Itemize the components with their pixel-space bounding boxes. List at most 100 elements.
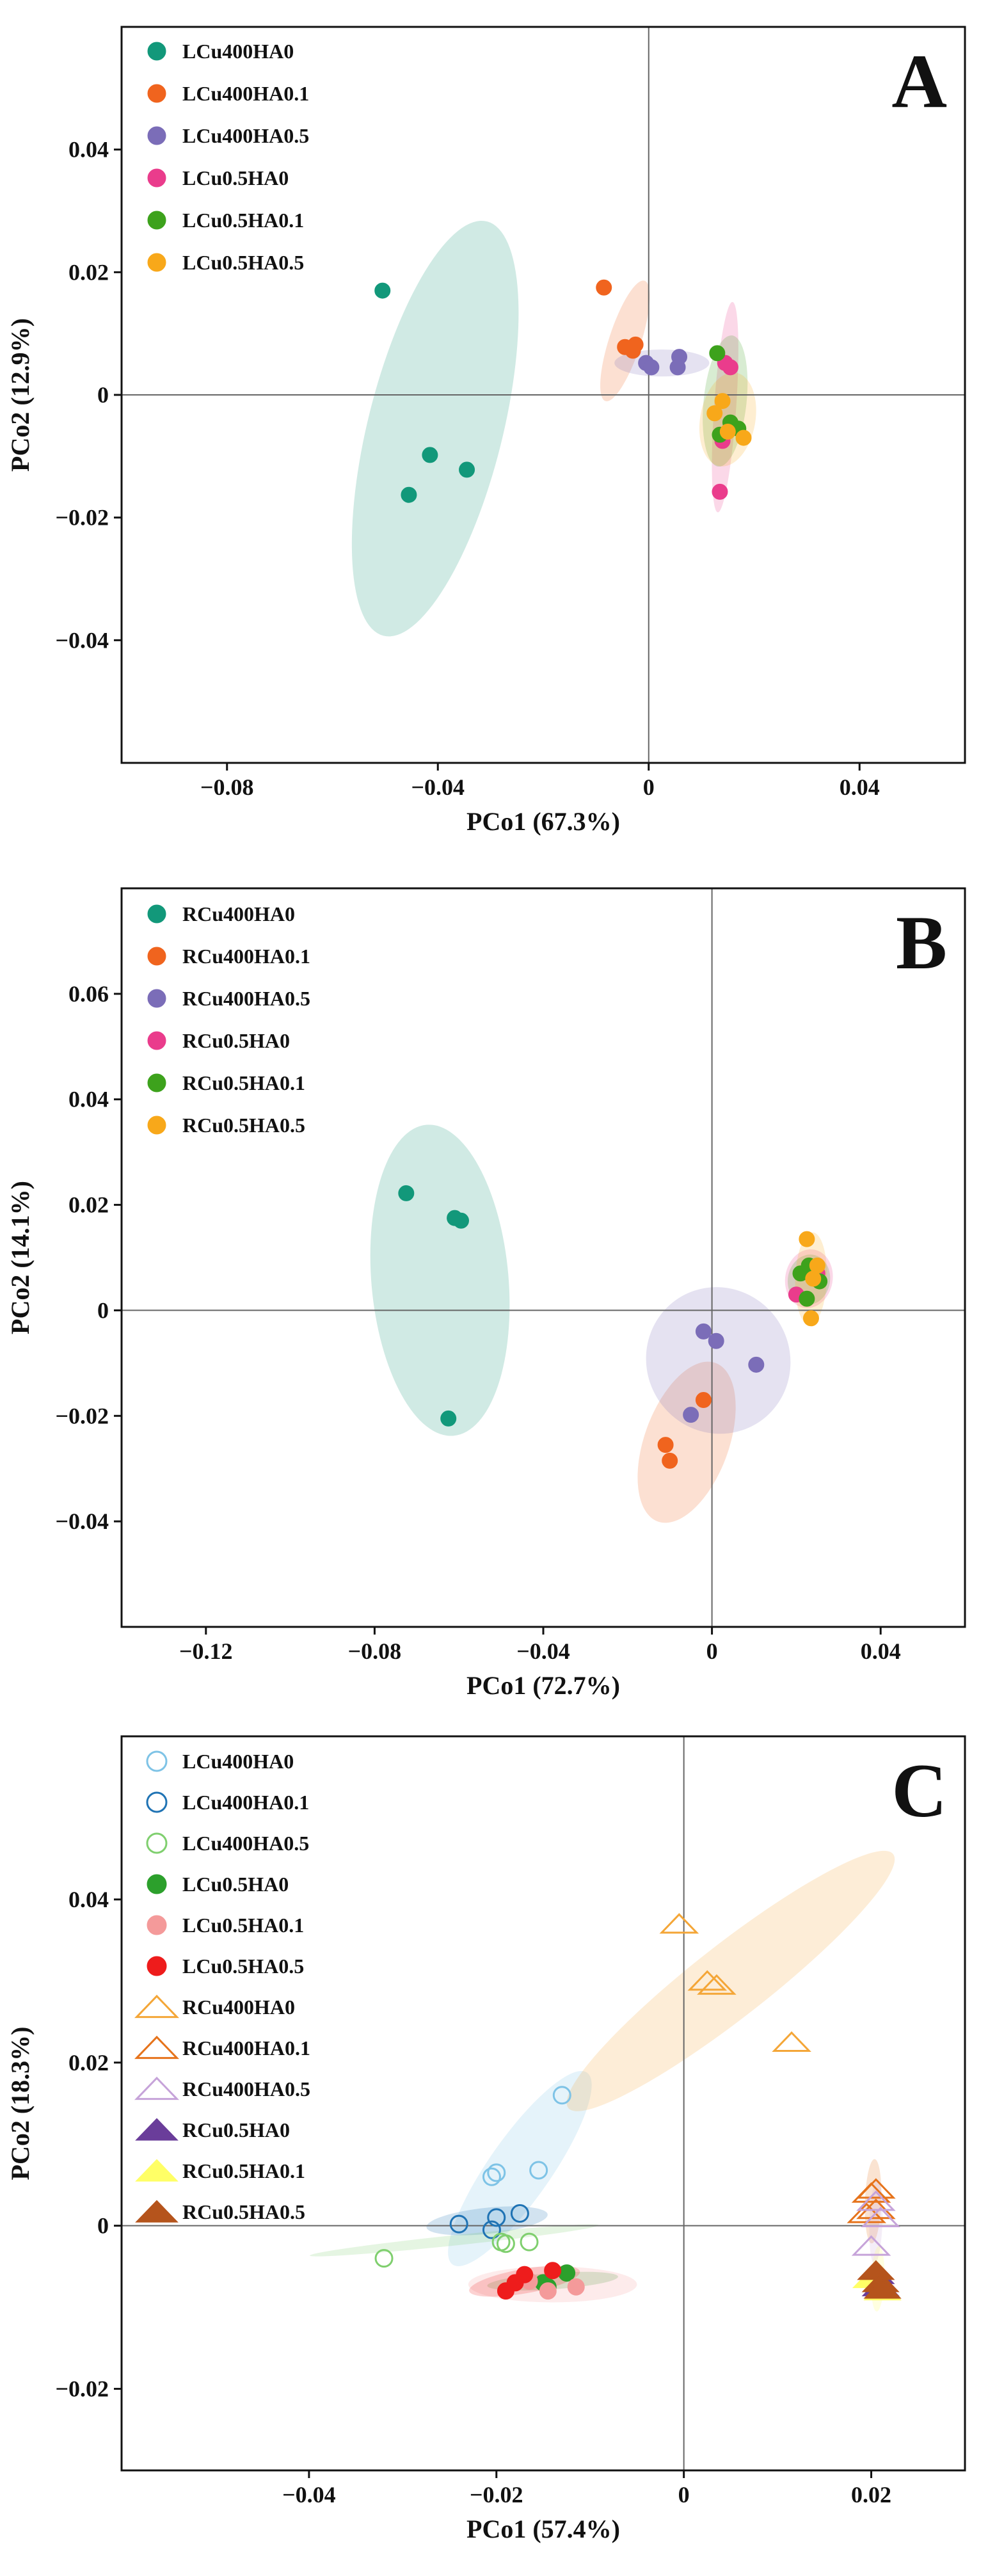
point-RCu400HA0.5 <box>695 1323 712 1340</box>
legend-label: RCu0.5HA0.1 <box>182 2159 305 2182</box>
legend-item: LCu0.5HA0 <box>147 166 289 189</box>
point-RCu400HA0.5 <box>683 1407 699 1423</box>
legend-marker-RCu400HA0.5 <box>147 989 166 1008</box>
y-tick-label: −0.04 <box>55 1508 109 1534</box>
legend-marker-RCu0.5HA0.1 <box>135 2159 179 2182</box>
ellipse-RCu400HA0.5 <box>646 1287 791 1434</box>
legend-marker-RCu400HA0 <box>147 904 166 924</box>
point-LCu400HA0.5 <box>496 2234 515 2253</box>
point-RCu0.5HA0.5 <box>802 1310 819 1327</box>
legend-label: LCu400HA0.5 <box>182 1832 309 1855</box>
point-RCu400HA0.5 <box>861 2206 901 2228</box>
y-tick-label: 0 <box>97 2213 109 2239</box>
legend-label: LCu400HA0.1 <box>182 82 309 105</box>
legend-marker-RCu400HA0.5 <box>134 2076 180 2100</box>
legend-item: RCu400HA0 <box>147 902 295 925</box>
point-LCu0.5HA0 <box>712 483 728 500</box>
panel-c: −0.04 −0.02 0 0.02 −0.02 0 0.02 0.04 PCo1 (57.4%… <box>6 1735 966 2543</box>
legend-marker-RCu0.5HA0.5 <box>147 1116 166 1135</box>
point-LCu400HA0.1 <box>449 2214 468 2234</box>
y-axis-label: PCo2 (14.1%) <box>6 1181 35 1334</box>
legend-item: LCu0.5HA0.5 <box>147 1955 304 1978</box>
point-RCu400HA0 <box>687 1970 728 1991</box>
point-LCu0.5HA0.5 <box>714 393 731 410</box>
legend-item: LCu0.5HA0.5 <box>147 251 304 274</box>
legend-label: RCu400HA0.1 <box>182 2036 310 2060</box>
legend-marker-LCu0.5HA0 <box>147 1874 167 1894</box>
legend-label: LCu0.5HA0.5 <box>182 251 304 274</box>
legend-marker-LCu400HA0 <box>147 42 166 61</box>
legend-item: LCu400HA0.1 <box>146 1791 309 1814</box>
legend-item: LCu400HA0 <box>147 40 294 63</box>
legend-item: RCu0.5HA0.5 <box>135 2200 305 2223</box>
point-RCu400HA0 <box>772 2031 811 2052</box>
point-LCu400HA0 <box>487 2163 506 2182</box>
legend-label: LCu0.5HA0 <box>182 1873 289 1896</box>
legend-marker-LCu0.5HA0.5 <box>147 1956 167 1976</box>
point-LCu0.5HA0.5 <box>719 424 736 440</box>
ellipse-LCu400HA0 <box>351 220 519 637</box>
point-RCu400HA0.5 <box>856 2190 896 2211</box>
legend-label: RCu0.5HA0.1 <box>182 1071 305 1094</box>
legend-item: RCu400HA0.1 <box>147 945 310 968</box>
legend-item: RCu0.5HA0.5 <box>147 1114 305 1137</box>
legend-item: RCu0.5HA0.1 <box>135 2159 305 2182</box>
plot-frame <box>120 1735 966 2472</box>
legend-item: RCu0.5HA0 <box>135 2118 290 2141</box>
point-RCu400HA0 <box>398 1185 415 1201</box>
legend-marker-LCu400HA0 <box>146 1750 168 1772</box>
point-LCu400HA0.5 <box>520 2232 539 2252</box>
legend-label: RCu400HA0.5 <box>182 2077 310 2100</box>
legend-item: RCu0.5HA0.1 <box>147 1071 305 1094</box>
point-RCu0.5HA0.1 <box>799 1290 815 1307</box>
legend-label: LCu0.5HA0 <box>182 166 289 189</box>
y-tick-label: 0.04 <box>68 1887 109 1912</box>
x-tick-label: −0.04 <box>282 2482 336 2508</box>
y-tick-label: −0.04 <box>55 627 109 653</box>
legend-marker-LCu0.5HA0.1 <box>147 1915 167 1935</box>
legend-label: LCu0.5HA0.1 <box>182 209 304 232</box>
legend-label: LCu400HA0.5 <box>182 124 309 147</box>
y-tick-label: 0.06 <box>68 981 109 1007</box>
legend: RCu400HA0 RCu400HA0.1 RCu400HA0.5 RCu0.5HA0… <box>147 902 310 1137</box>
point-RCu400HA0.5 <box>851 2235 891 2256</box>
x-tick-label: −0.04 <box>411 774 465 800</box>
legend-marker-LCu0.5HA0.1 <box>147 211 166 230</box>
point-LCu400HA0.1 <box>482 2220 501 2239</box>
y-tick-label: 0.02 <box>68 2050 109 2076</box>
legend-item: LCu400HA0 <box>146 1750 294 1773</box>
y-axis-label: PCo2 (12.9%) <box>6 318 35 472</box>
point-LCu400HA0 <box>374 282 391 299</box>
panel-letter: A <box>891 38 947 124</box>
legend-marker-LCu400HA0.5 <box>147 126 166 145</box>
point-RCu400HA0.1 <box>662 1452 678 1469</box>
y-tick-label: 0 <box>97 1297 109 1323</box>
legend-label: LCu400HA0.1 <box>182 1791 309 1814</box>
x-tick-label: −0.08 <box>348 1638 402 1664</box>
legend-label: RCu0.5HA0 <box>182 1029 290 1052</box>
ellipse-RCu400HA0 <box>370 1124 510 1436</box>
ellipse-LCu400HA0.5 <box>310 2224 599 2257</box>
x-axis-label: PCo1 (72.7%) <box>466 1671 620 1700</box>
panel-b: −0.12 −0.08 −0.04 0 0.04 −0.04 −0.02 0 0.02 0.04 0… <box>6 887 966 1700</box>
legend-marker-RCu400HA0.1 <box>147 947 166 966</box>
legend: LCu400HA0 LCu400HA0.1 LCu400HA0.5 LCu0.5HA0… <box>134 1750 310 2223</box>
legend-item: RCu400HA0.5 <box>134 2076 310 2100</box>
x-tick-label: −0.12 <box>179 1638 233 1664</box>
x-tick-label: 0.02 <box>851 2482 891 2508</box>
legend: LCu400HA0 LCu400HA0.1 LCu400HA0.5 LCu0.5HA0… <box>147 40 309 274</box>
legend-label: RCu400HA0.1 <box>182 945 310 968</box>
point-RCu400HA0.1 <box>657 1437 674 1453</box>
legend-item: RCu0.5HA0 <box>147 1029 290 1052</box>
legend-marker-RCu0.5HA0 <box>147 1031 166 1050</box>
point-LCu400HA0.5 <box>669 359 686 376</box>
y-tick-label: 0.04 <box>68 1087 109 1112</box>
legend-item: LCu400HA0.1 <box>147 82 309 105</box>
y-tick-label: 0.02 <box>68 259 109 285</box>
legend-item: LCu400HA0.5 <box>146 1832 309 1855</box>
point-LCu0.5HA0 <box>722 359 738 376</box>
y-tick-label: 0 <box>97 382 109 408</box>
legend-marker-RCu400HA0.1 <box>134 2035 180 2060</box>
ellipse-LCu400HA0 <box>448 2070 592 2266</box>
point-RCu0.5HA0.5 <box>809 1257 825 1274</box>
